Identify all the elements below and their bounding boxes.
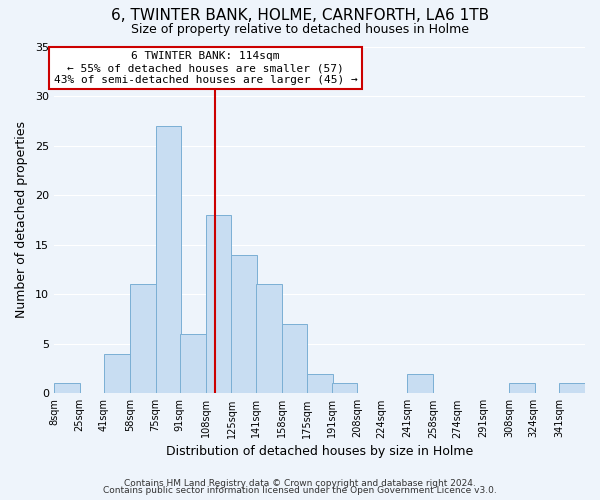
Bar [281, 324, 307, 394]
Bar [509, 384, 535, 394]
Text: Contains HM Land Registry data © Crown copyright and database right 2024.: Contains HM Land Registry data © Crown c… [124, 478, 476, 488]
Bar [104, 354, 130, 394]
Bar [307, 374, 333, 394]
Bar [256, 284, 281, 394]
Text: Contains public sector information licensed under the Open Government Licence v3: Contains public sector information licen… [103, 486, 497, 495]
Bar [180, 334, 206, 394]
Bar [559, 384, 585, 394]
Y-axis label: Number of detached properties: Number of detached properties [15, 122, 28, 318]
Bar [130, 284, 155, 394]
Bar [232, 254, 257, 394]
Bar [54, 384, 80, 394]
Text: 6 TWINTER BANK: 114sqm
← 55% of detached houses are smaller (57)
43% of semi-det: 6 TWINTER BANK: 114sqm ← 55% of detached… [54, 52, 358, 84]
Text: Size of property relative to detached houses in Holme: Size of property relative to detached ho… [131, 22, 469, 36]
Bar [155, 126, 181, 394]
Bar [206, 215, 232, 394]
Bar [332, 384, 358, 394]
Text: 6, TWINTER BANK, HOLME, CARNFORTH, LA6 1TB: 6, TWINTER BANK, HOLME, CARNFORTH, LA6 1… [111, 8, 489, 22]
X-axis label: Distribution of detached houses by size in Holme: Distribution of detached houses by size … [166, 444, 473, 458]
Bar [407, 374, 433, 394]
